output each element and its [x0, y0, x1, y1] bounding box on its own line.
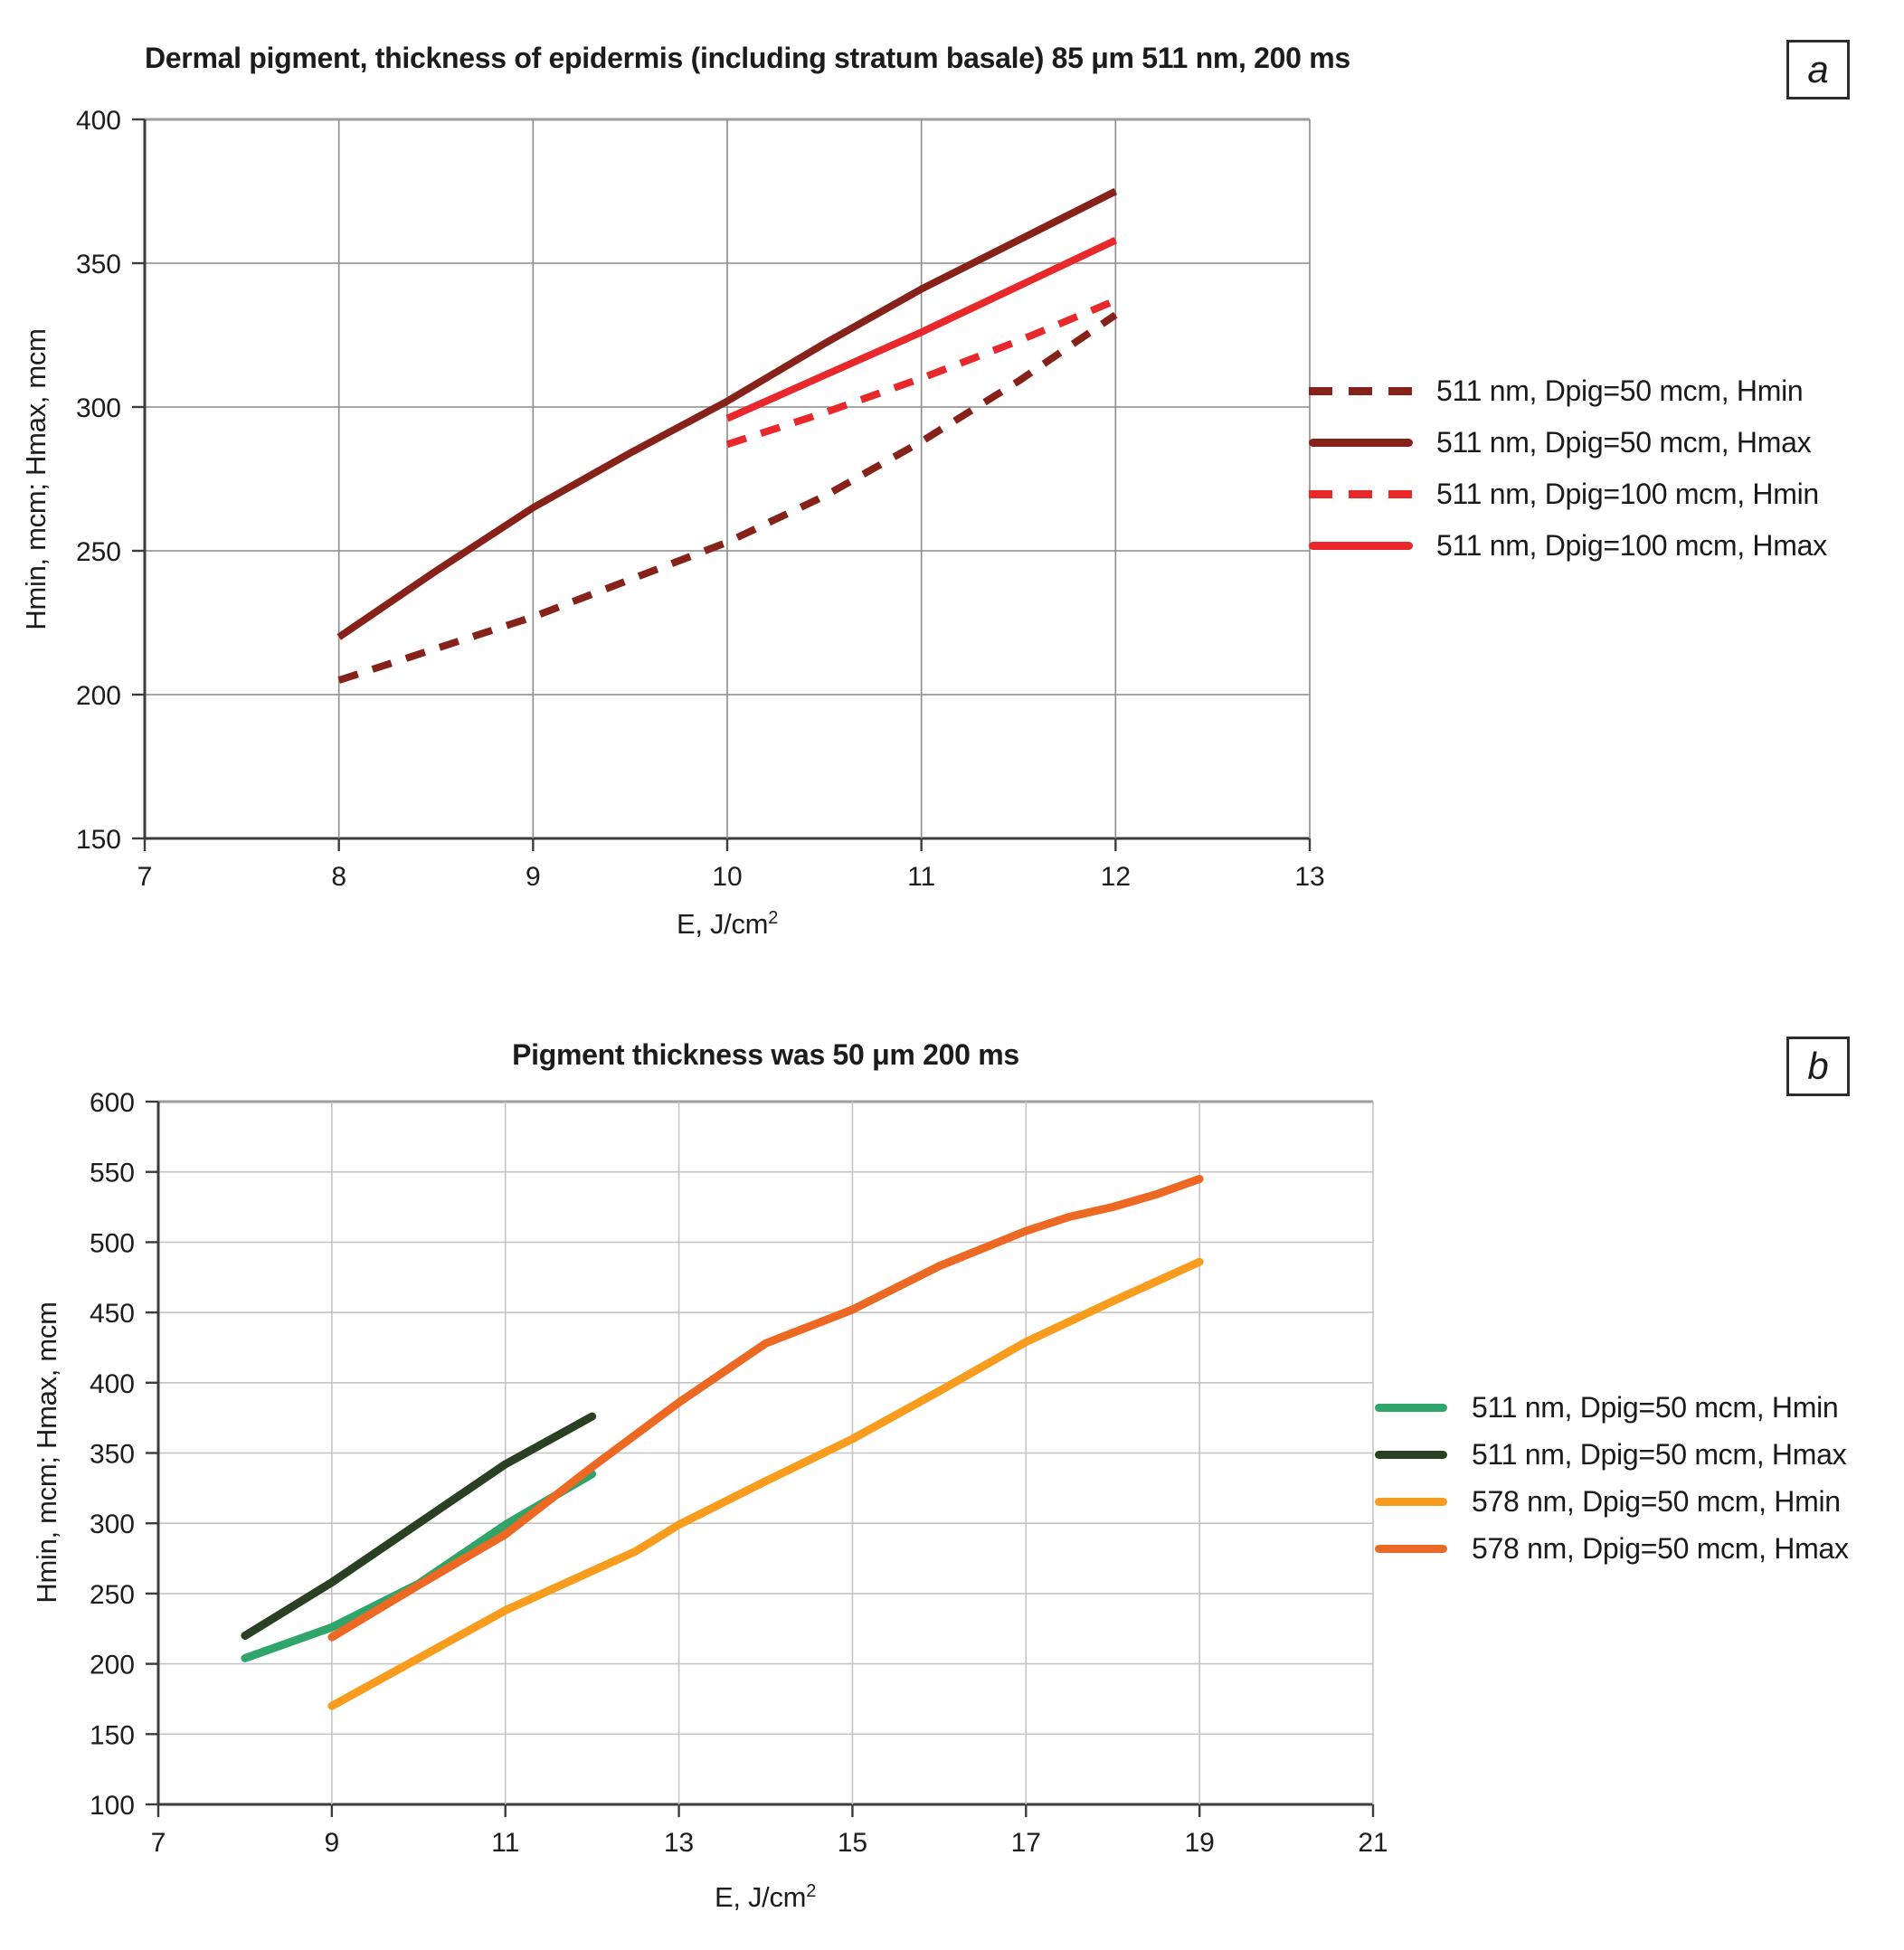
legend-item: 511 nm, Dpig=50 mcm, Hmax — [1309, 417, 1827, 469]
y-tick-label: 200 — [90, 1651, 135, 1680]
y-tick-label: 600 — [90, 1088, 135, 1118]
panel-a-badge: a — [1786, 40, 1850, 99]
series-line — [725, 236, 1118, 422]
chart-b-legend: 511 nm, Dpig=50 mcm, Hmin 511 nm, Dpig=5… — [1375, 1384, 1849, 1572]
chart-b-x-axis-title-sup: 2 — [806, 1880, 817, 1901]
legend-item: 511 nm, Dpig=50 mcm, Hmin — [1309, 365, 1827, 417]
legend-label: 511 nm, Dpig=50 mcm, Hmax — [1436, 426, 1812, 459]
chart-a-x-axis-title-text: E, J/cm — [676, 908, 769, 941]
y-tick-label: 250 — [90, 1580, 135, 1610]
y-tick-label: 100 — [90, 1791, 135, 1821]
series-line — [241, 1470, 597, 1662]
solid-line-swatch-icon — [1375, 1497, 1447, 1506]
x-tick-label: 11 — [907, 862, 935, 892]
dashed-line-swatch-icon — [1309, 387, 1413, 395]
x-tick-label: 15 — [838, 1828, 867, 1858]
solid-line-swatch-icon — [1375, 1403, 1447, 1412]
chart-b-title: Pigment thickness was 50 μm 200 ms — [512, 1038, 1019, 1071]
solid-line-swatch-icon — [1309, 439, 1413, 447]
x-tick-label: 9 — [526, 862, 541, 892]
series-line — [336, 187, 1118, 640]
x-tick-label: 11 — [491, 1828, 519, 1858]
y-tick-label: 400 — [76, 106, 121, 136]
legend-label: 511 nm, Dpig=100 mcm, Hmin — [1436, 478, 1819, 510]
x-tick-label: 19 — [1184, 1828, 1214, 1858]
y-tick-label: 200 — [76, 681, 121, 711]
x-tick-label: 7 — [151, 1828, 166, 1858]
chart-a-legend: 511 nm, Dpig=50 mcm, Hmin 511 nm, Dpig=5… — [1309, 365, 1827, 572]
legend-item: 578 nm, Dpig=50 mcm, Hmax — [1375, 1525, 1849, 1572]
x-tick-label: 21 — [1358, 1828, 1388, 1858]
panel-b-badge: b — [1786, 1037, 1850, 1096]
series-line — [327, 1257, 1204, 1710]
legend-item: 578 nm, Dpig=50 mcm, Hmin — [1375, 1478, 1849, 1525]
x-tick-label: 8 — [331, 862, 346, 892]
series-line — [327, 1175, 1204, 1642]
chart-b-x-axis-title: E, J/cm2 — [715, 1881, 816, 1914]
chart-a-title: Dermal pigment, thickness of epidermis (… — [145, 42, 1350, 74]
legend-label: 578 nm, Dpig=50 mcm, Hmin — [1472, 1484, 1841, 1518]
legend-label: 511 nm, Dpig=50 mcm, Hmax — [1472, 1437, 1847, 1471]
panel-b-label: b — [1807, 1045, 1829, 1087]
solid-line-swatch-icon — [1375, 1450, 1447, 1459]
y-tick-label: 150 — [90, 1720, 135, 1750]
chart-a-x-axis-title: E, J/cm2 — [677, 908, 778, 941]
y-tick-label: 350 — [90, 1440, 135, 1470]
series-line — [337, 311, 1118, 684]
x-tick-label: 13 — [1294, 862, 1324, 892]
chart-a-x-axis-title-sup: 2 — [768, 907, 779, 928]
solid-line-swatch-icon — [1375, 1544, 1447, 1553]
x-tick-label: 12 — [1101, 862, 1131, 892]
y-tick-label: 250 — [76, 537, 121, 567]
x-tick-label: 13 — [664, 1828, 694, 1858]
legend-item: 511 nm, Dpig=50 mcm, Hmax — [1375, 1431, 1849, 1478]
legend-label: 511 nm, Dpig=50 mcm, Hmin — [1472, 1390, 1839, 1424]
y-tick-label: 550 — [90, 1159, 135, 1188]
x-tick-label: 7 — [137, 862, 153, 892]
y-tick-label: 150 — [76, 825, 121, 855]
chart-a-y-axis-title: Hmin, mcm; Hmax, mcm — [20, 328, 52, 630]
x-tick-label: 17 — [1011, 1828, 1041, 1858]
chart-b-x-axis-title-text: E, J/cm — [714, 1881, 807, 1914]
legend-label: 511 nm, Dpig=100 mcm, Hmax — [1436, 529, 1827, 562]
x-tick-label: 9 — [325, 1828, 340, 1858]
legend-item: 511 nm, Dpig=100 mcm, Hmax — [1309, 520, 1827, 572]
legend-label: 578 nm, Dpig=50 mcm, Hmax — [1472, 1531, 1849, 1565]
legend-item: 511 nm, Dpig=50 mcm, Hmin — [1375, 1384, 1849, 1431]
y-tick-label: 300 — [76, 393, 121, 423]
series-line — [241, 1412, 597, 1640]
y-tick-label: 500 — [90, 1228, 135, 1258]
y-tick-label: 450 — [90, 1299, 135, 1329]
solid-line-swatch-icon — [1309, 542, 1413, 550]
x-tick-label: 10 — [712, 862, 742, 892]
chart-b-y-axis-title: Hmin, mcm; Hmax, mcm — [31, 1302, 62, 1604]
dashed-line-swatch-icon — [1309, 490, 1413, 498]
panel-a-label: a — [1807, 48, 1829, 90]
y-tick-label: 350 — [76, 250, 121, 279]
y-tick-label: 300 — [90, 1510, 135, 1539]
legend-label: 511 nm, Dpig=50 mcm, Hmin — [1436, 374, 1804, 407]
legend-item: 511 nm, Dpig=100 mcm, Hmin — [1309, 469, 1827, 520]
y-tick-label: 400 — [90, 1369, 135, 1399]
